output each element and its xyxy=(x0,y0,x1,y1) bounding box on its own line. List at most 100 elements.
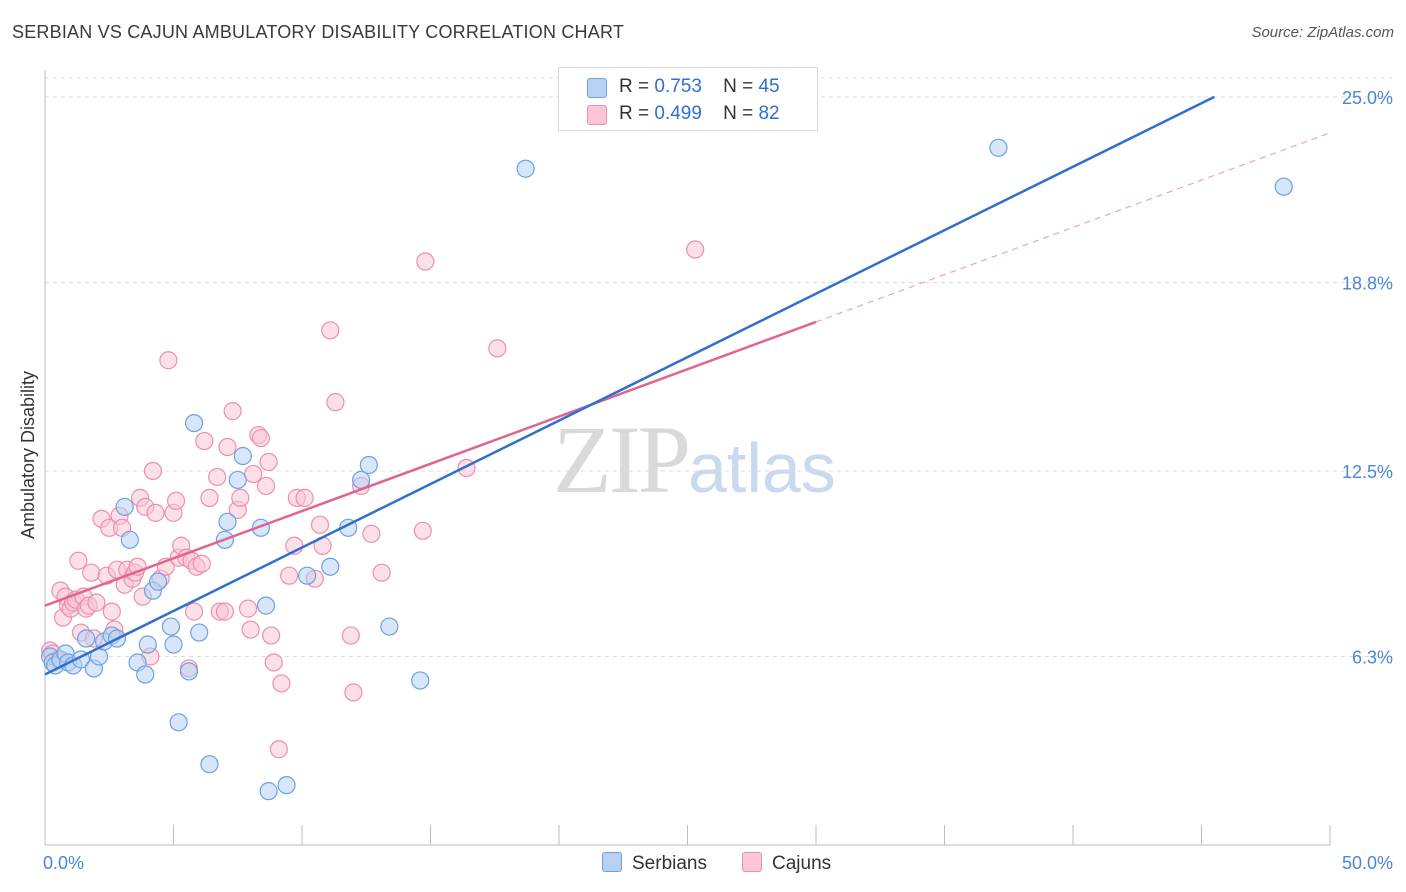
source-label: Source: ZipAtlas.com xyxy=(1251,24,1394,41)
legend-r-value-serbians: 0.753 xyxy=(654,76,702,97)
point-cajuns xyxy=(321,321,340,340)
point-serbians xyxy=(190,623,209,642)
point-cajuns xyxy=(272,674,291,693)
point-cajuns xyxy=(82,563,101,582)
point-cajuns xyxy=(259,452,278,472)
point-cajuns xyxy=(488,339,507,358)
point-cajuns xyxy=(159,351,178,370)
point-cajuns xyxy=(238,599,258,618)
point-serbians xyxy=(256,596,276,615)
legend-r-label: R = xyxy=(619,103,650,124)
point-cajuns xyxy=(146,503,165,522)
point-cajuns xyxy=(102,602,121,621)
point-cajuns xyxy=(87,593,106,612)
trendline-serbians xyxy=(44,95,1215,676)
point-cajuns xyxy=(143,461,163,481)
chart-title: SERBIAN VS CAJUN AMBULATORY DISABILITY C… xyxy=(12,22,625,42)
point-cajuns xyxy=(280,566,299,585)
point-serbians xyxy=(218,512,237,531)
trendline-cajuns xyxy=(44,320,817,607)
point-cajuns xyxy=(413,521,432,540)
watermark-atlas: atlas xyxy=(688,429,836,507)
point-serbians xyxy=(136,665,155,684)
legend-n-value-cajuns: 82 xyxy=(758,103,780,124)
point-cajuns xyxy=(195,431,214,451)
y-axis-title: Ambulatory Disability xyxy=(18,371,38,539)
legend-n-label: N = xyxy=(723,103,754,124)
point-serbians xyxy=(184,413,204,433)
legend-r-label: R = xyxy=(619,76,650,97)
point-cajuns xyxy=(192,554,211,573)
point-serbians xyxy=(233,446,252,466)
y-tick-label: 18.8% xyxy=(1342,273,1393,293)
x-tick-label: 50.0% xyxy=(1342,853,1393,873)
watermark: ZIPatlas xyxy=(553,404,836,515)
point-serbians xyxy=(138,635,157,654)
point-serbians xyxy=(228,470,247,490)
point-cajuns xyxy=(264,653,283,672)
point-serbians xyxy=(169,713,188,732)
point-cajuns xyxy=(686,240,705,259)
point-cajuns xyxy=(344,683,363,702)
point-serbians xyxy=(179,662,199,681)
point-cajuns xyxy=(241,620,260,639)
point-cajuns xyxy=(218,437,237,457)
point-serbians xyxy=(200,755,219,774)
bottom-legend-label-cajuns: Cajuns xyxy=(772,853,832,874)
point-cajuns xyxy=(416,252,435,271)
legend-n-label: N = xyxy=(723,76,754,97)
point-serbians xyxy=(380,617,399,636)
point-cajuns xyxy=(166,491,186,510)
x-tick-label: 0.0% xyxy=(43,853,84,873)
point-serbians xyxy=(164,635,183,654)
point-serbians xyxy=(989,138,1008,157)
point-serbians xyxy=(1274,177,1293,196)
point-serbians xyxy=(411,671,430,690)
point-cajuns xyxy=(310,515,330,534)
correlation-legend: R = 0.753 N = 45 R = 0.499 N = 82 xyxy=(558,67,818,131)
point-cajuns xyxy=(215,602,234,621)
point-serbians xyxy=(321,557,340,576)
point-cajuns xyxy=(269,740,288,759)
point-cajuns xyxy=(362,524,381,543)
point-cajuns xyxy=(184,602,204,621)
point-cajuns xyxy=(208,467,227,487)
point-cajuns xyxy=(69,551,88,570)
legend-r-value-cajuns: 0.499 xyxy=(654,103,702,124)
point-cajuns xyxy=(341,626,360,645)
legend-swatch-serbians xyxy=(587,78,607,98)
point-serbians xyxy=(120,530,139,549)
point-serbians xyxy=(148,572,168,591)
point-cajuns xyxy=(326,393,345,412)
point-cajuns xyxy=(244,464,263,484)
point-cajuns xyxy=(231,488,250,507)
point-serbians xyxy=(298,566,317,585)
bottom-legend-swatch-cajuns xyxy=(742,852,762,872)
point-cajuns xyxy=(256,476,276,496)
legend-swatch-cajuns xyxy=(587,105,607,125)
point-cajuns xyxy=(295,488,314,507)
point-serbians xyxy=(77,629,96,648)
point-serbians xyxy=(516,159,535,178)
legend-n-value-serbians: 45 xyxy=(758,76,780,97)
point-serbians xyxy=(161,617,181,636)
bottom-legend-label-serbians: Serbians xyxy=(632,853,707,874)
bottom-legend-swatch-serbians xyxy=(602,852,622,872)
point-cajuns xyxy=(372,563,391,582)
trendline-extension-cajuns xyxy=(815,132,1331,323)
point-serbians xyxy=(115,497,134,516)
point-cajuns xyxy=(200,488,219,507)
point-cajuns xyxy=(262,626,281,645)
point-serbians xyxy=(359,455,378,475)
bottom-legend-serbians[interactable]: Serbians xyxy=(602,852,707,875)
point-cajuns xyxy=(223,402,242,421)
watermark-zip: ZIP xyxy=(553,406,691,513)
y-tick-label: 12.5% xyxy=(1342,462,1393,482)
point-cajuns xyxy=(251,428,270,448)
point-serbians xyxy=(277,776,296,795)
point-serbians xyxy=(259,782,278,801)
y-tick-label: 25.0% xyxy=(1342,88,1393,108)
bottom-legend-cajuns[interactable]: Cajuns xyxy=(742,852,831,875)
y-tick-label: 6.3% xyxy=(1352,647,1393,667)
